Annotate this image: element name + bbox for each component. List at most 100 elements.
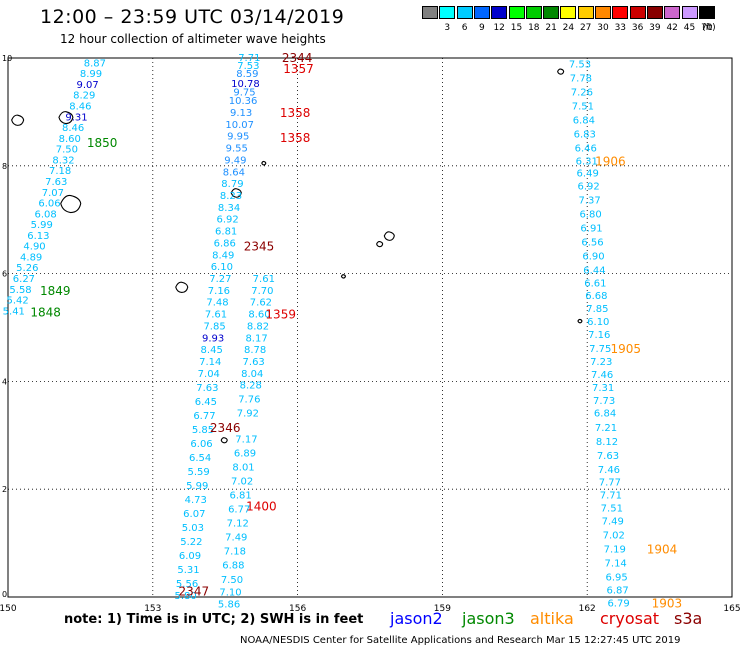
wave-height-value: 8.32 xyxy=(52,155,74,166)
wave-height-value: 7.17 xyxy=(235,435,257,446)
wave-height-value: 7.73 xyxy=(593,396,615,407)
wave-height-value: 7.37 xyxy=(578,195,600,206)
legend-label: 70 xyxy=(701,23,713,33)
x-tick-label: 162 xyxy=(579,604,596,614)
wave-height-value: 7.75 xyxy=(589,344,611,355)
wave-height-value: 7.12 xyxy=(227,519,249,530)
legend-swatch xyxy=(491,6,508,19)
wave-height-value: 8.82 xyxy=(247,321,269,332)
wave-height-value: 6.68 xyxy=(585,291,607,302)
wave-height-value: 5.31 xyxy=(177,565,199,576)
wave-height-value: 10.78 xyxy=(231,79,260,90)
pass-time-label: 2347 xyxy=(179,585,210,599)
pass-time-label: 1400 xyxy=(246,499,277,513)
wave-height-value: 7.85 xyxy=(203,321,225,332)
x-tick-label: 153 xyxy=(144,604,161,614)
wave-height-value: 5.58 xyxy=(9,285,31,296)
y-tick-label: 10 xyxy=(2,54,12,63)
wave-height-value: 7.53 xyxy=(237,61,259,72)
legend-label: 39 xyxy=(649,23,661,33)
legend-label: 36 xyxy=(631,23,644,33)
wave-height-value: 8.17 xyxy=(245,333,267,344)
wave-height-value: 8.01 xyxy=(232,463,254,474)
wave-height-value: 10.36 xyxy=(229,96,258,107)
wave-height-value: 6.09 xyxy=(179,551,201,562)
wave-height-value: 9.55 xyxy=(226,144,248,155)
legend-swatch xyxy=(681,6,698,19)
wave-height-value: 7.31 xyxy=(592,383,614,394)
pass-time-label: 1906 xyxy=(595,154,626,168)
island-outline xyxy=(175,281,189,294)
wave-height-value: 6.86 xyxy=(214,238,236,249)
satellite-cryosat: cryosat xyxy=(600,609,660,628)
wave-height-value: 7.49 xyxy=(225,533,247,544)
wave-height-value: 7.78 xyxy=(570,73,592,84)
wave-height-value: 7.63 xyxy=(196,383,218,394)
wave-height-value: 7.85 xyxy=(586,304,608,315)
wave-height-value: 6.46 xyxy=(575,144,597,155)
wave-height-value: 8.99 xyxy=(80,69,102,80)
pass-time-label: 1904 xyxy=(647,543,678,557)
wave-height-value: 4.73 xyxy=(185,495,207,506)
wave-height-value: 7.02 xyxy=(603,531,625,542)
wave-height-value: 6.88 xyxy=(222,561,244,572)
island-outline xyxy=(220,437,228,444)
wave-height-value: 8.64 xyxy=(223,167,245,178)
wave-height-value: 9.13 xyxy=(230,108,252,119)
wave-height-value: 7.53 xyxy=(569,59,591,70)
wave-height-value: 7.14 xyxy=(199,357,221,368)
wave-height-value: 6.44 xyxy=(583,265,605,276)
y-tick-label: 0 xyxy=(2,590,7,599)
wave-height-value: 5.42 xyxy=(7,296,29,307)
wave-height-value: 6.31 xyxy=(576,156,598,167)
pass-time-label: 1850 xyxy=(87,136,118,150)
legend-label: 12 xyxy=(493,23,505,33)
legend-label: 33 xyxy=(614,23,627,33)
wave-height-value: 5.99 xyxy=(31,220,53,231)
island-outline xyxy=(60,194,82,214)
wave-height-value: 7.23 xyxy=(590,357,612,368)
wave-height-value: 7.49 xyxy=(602,517,624,528)
wave-height-value: 7.63 xyxy=(45,177,67,188)
wave-height-value: 5.41 xyxy=(3,306,25,317)
y-tick-label: 6 xyxy=(2,270,7,279)
legend-swatch xyxy=(698,6,715,19)
wave-height-value: 5.80 xyxy=(174,591,196,602)
wave-height-value: 5.03 xyxy=(182,523,204,534)
satellite-jason3: jason3 xyxy=(462,609,515,628)
wave-height-value: 8.87 xyxy=(84,58,106,69)
legend-label: 9 xyxy=(479,23,485,33)
wave-height-value: 6.92 xyxy=(216,215,238,226)
wave-height-value: 7.48 xyxy=(206,298,228,309)
wave-height-value: 6.49 xyxy=(577,168,599,179)
legend-label: 27 xyxy=(579,23,592,33)
wave-height-value: 8.23 xyxy=(220,191,242,202)
wave-height-value: 7.19 xyxy=(604,545,626,556)
y-tick-label: 4 xyxy=(2,377,7,386)
wave-height-value: 7.04 xyxy=(198,369,220,380)
wave-height-value: 7.51 xyxy=(572,102,594,113)
x-tick-label: 165 xyxy=(723,604,740,614)
map-frame xyxy=(7,57,733,598)
wave-height-value: 7.46 xyxy=(598,465,620,476)
legend-swatch xyxy=(422,6,438,19)
wave-height-value: 6.84 xyxy=(594,409,616,420)
wave-height-value: 6.54 xyxy=(189,453,211,464)
satellite-altika: altika xyxy=(530,609,574,628)
y-tick-label: 8 xyxy=(2,162,7,171)
legend-label: 15 xyxy=(510,23,523,33)
wave-height-value: 7.70 xyxy=(251,286,273,297)
wave-height-value: 8.60 xyxy=(248,310,270,321)
wave-height-value: 8.28 xyxy=(240,381,262,392)
wave-height-value: 5.56 xyxy=(176,579,198,590)
satellite-jason2: jason2 xyxy=(390,609,443,628)
x-tick-label: 150 xyxy=(0,604,17,614)
pass-time-label: 1357 xyxy=(283,62,314,76)
wave-height-value: 5.26 xyxy=(16,263,38,274)
wave-height-value: 8.78 xyxy=(244,345,266,356)
wave-height-value: 7.63 xyxy=(243,357,265,368)
wave-height-value: 6.10 xyxy=(211,262,233,273)
island-outline xyxy=(376,240,384,248)
wave-height-value: 8.46 xyxy=(69,102,91,113)
legend-swatch xyxy=(473,6,490,19)
